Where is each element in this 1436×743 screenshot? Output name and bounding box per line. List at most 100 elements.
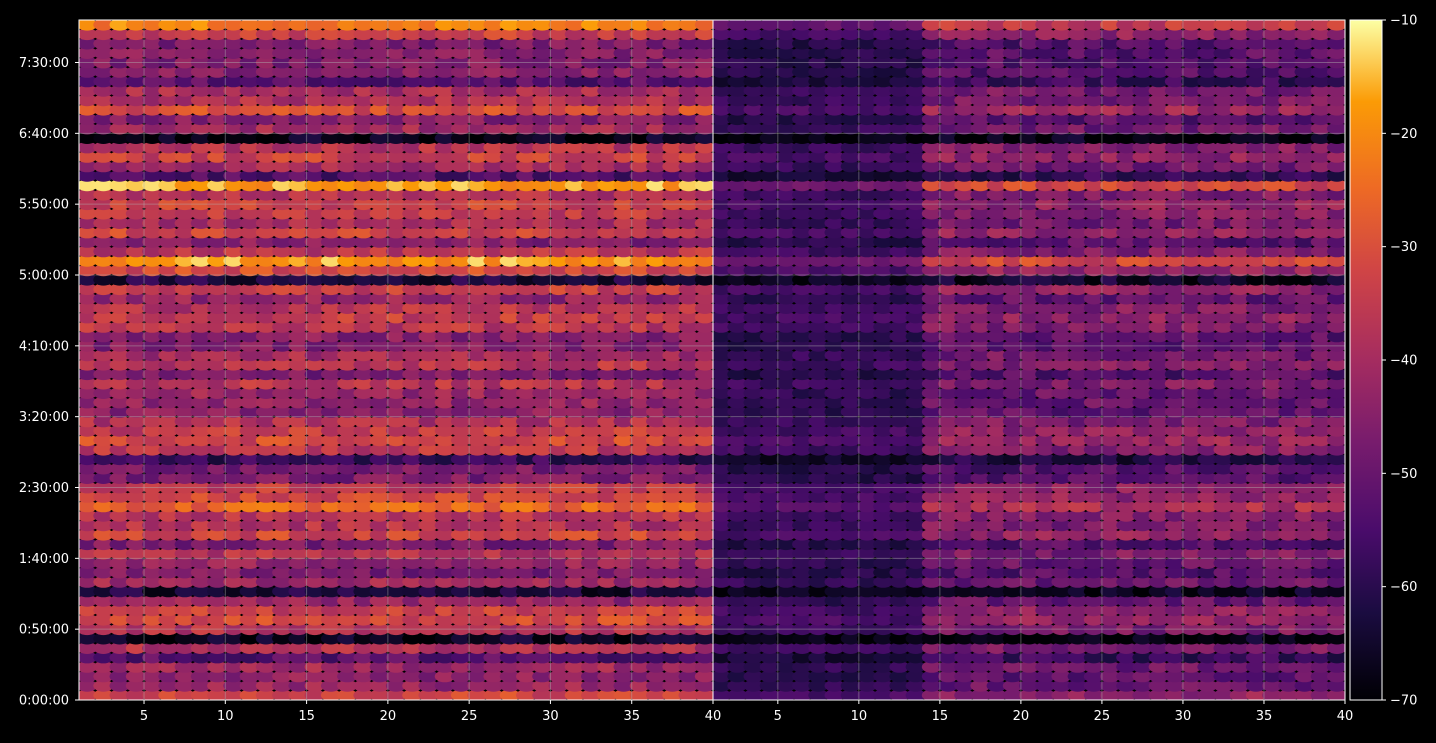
- heatmap-cell: [499, 56, 520, 69]
- heatmap-cell: [1051, 604, 1072, 617]
- heatmap-cell: [581, 179, 602, 192]
- heatmap-cell: [125, 264, 146, 277]
- heatmap-cell: [125, 84, 146, 97]
- heatmap-cell: [1213, 406, 1234, 418]
- heatmap-cell: [207, 132, 228, 145]
- heatmap-cell: [223, 169, 244, 182]
- heatmap-cell: [564, 132, 585, 145]
- heatmap-cell: [694, 132, 713, 144]
- heatmap-cell: [158, 84, 179, 97]
- heatmap-cell: [418, 651, 439, 664]
- heatmap-cell: [125, 566, 146, 579]
- heatmap-cell: [873, 254, 894, 267]
- heatmap-cell: [905, 623, 926, 636]
- heatmap-cell: [1213, 576, 1234, 588]
- heatmap-cell: [255, 670, 276, 683]
- heatmap-cell: [288, 528, 309, 541]
- heatmap-cell: [353, 661, 374, 673]
- heatmap-cell: [385, 661, 407, 673]
- heatmap-cell: [109, 28, 130, 41]
- heatmap-cell: [1278, 387, 1299, 399]
- heatmap-cell: [532, 406, 553, 418]
- heatmap-cell: [597, 406, 618, 418]
- heatmap-cell: [353, 292, 374, 305]
- heatmap-cell: [905, 661, 926, 673]
- heatmap-cell: [1132, 283, 1153, 296]
- heatmap-cell: [1083, 424, 1104, 437]
- heatmap-cell: [1100, 406, 1120, 418]
- heatmap-cell: [840, 453, 861, 466]
- heatmap-cell: [272, 491, 293, 503]
- heatmap-cell: [434, 538, 455, 551]
- heatmap-cell: [418, 160, 439, 173]
- heatmap-cell: [1310, 349, 1331, 362]
- heatmap-cell: [499, 273, 520, 286]
- heatmap-cell: [694, 283, 713, 296]
- heatmap-cell: [1326, 585, 1345, 598]
- heatmap-cell: [385, 56, 407, 69]
- heatmap-cell: [337, 387, 358, 399]
- heatmap-cell: [353, 481, 374, 494]
- heatmap-cell: [1278, 302, 1299, 314]
- heatmap-cell: [418, 75, 439, 88]
- heatmap-cell: [921, 453, 942, 466]
- heatmap-cell: [418, 302, 439, 314]
- heatmap-cell: [272, 481, 293, 494]
- heatmap-cell: [613, 434, 634, 447]
- heatmap-cell: [1116, 472, 1137, 484]
- heatmap-cell: [694, 28, 713, 41]
- heatmap-cell: [190, 500, 211, 513]
- heatmap-cell: [1262, 651, 1283, 664]
- heatmap-cell: [1035, 576, 1056, 588]
- heatmap-cell: [597, 339, 618, 352]
- heatmap-cell: [158, 415, 179, 428]
- heatmap-cell: [337, 273, 358, 286]
- heatmap-cell: [223, 368, 244, 381]
- heatmap-cell: [713, 528, 732, 541]
- heatmap-cell: [1213, 434, 1234, 447]
- heatmap-cell: [1181, 528, 1202, 541]
- heatmap-cell: [1310, 481, 1331, 494]
- heatmap-cell: [304, 349, 325, 362]
- heatmap-cell: [1326, 509, 1345, 522]
- heatmap-cell: [223, 453, 244, 466]
- heatmap-cell: [1262, 557, 1283, 569]
- heatmap-cell: [207, 500, 228, 513]
- heatmap-cell: [483, 245, 504, 258]
- heatmap-cell: [1067, 217, 1088, 230]
- heatmap-cell: [532, 141, 553, 154]
- heatmap-cell: [694, 113, 713, 126]
- heatmap-cell: [1213, 179, 1234, 192]
- heatmap-cell: [792, 188, 813, 201]
- heatmap-cell: [190, 207, 211, 220]
- heatmap-cell: [548, 519, 569, 532]
- heatmap-cell: [1164, 254, 1185, 267]
- heatmap-cell: [662, 151, 683, 163]
- heatmap-cell: [629, 500, 650, 513]
- heatmap-cell: [694, 396, 713, 409]
- heatmap-cell: [1067, 349, 1088, 362]
- heatmap-cell: [713, 519, 732, 532]
- heatmap-cell: [109, 84, 130, 97]
- heatmap-cell: [840, 226, 861, 239]
- heatmap-cell: [272, 169, 293, 182]
- heatmap-cell: [873, 321, 894, 333]
- heatmap-cell: [320, 273, 342, 286]
- heatmap-cell: [1164, 500, 1185, 513]
- heatmap-cell: [142, 226, 163, 239]
- heatmap-cell: [255, 387, 276, 399]
- heatmap-cell: [1245, 245, 1266, 258]
- heatmap-cell: [239, 94, 260, 107]
- heatmap-cell: [1326, 198, 1345, 211]
- heatmap-cell: [418, 217, 439, 230]
- heatmap-cell: [450, 453, 472, 466]
- heatmap-cell: [320, 670, 342, 683]
- heatmap-cell: [320, 519, 342, 532]
- heatmap-cell: [564, 302, 585, 314]
- heatmap-cell: [775, 670, 796, 683]
- heatmap-cell: [320, 368, 342, 381]
- heatmap-cell: [174, 169, 195, 182]
- heatmap-cell: [727, 236, 748, 248]
- heatmap-cell: [223, 226, 244, 239]
- heatmap-cell: [1051, 443, 1072, 456]
